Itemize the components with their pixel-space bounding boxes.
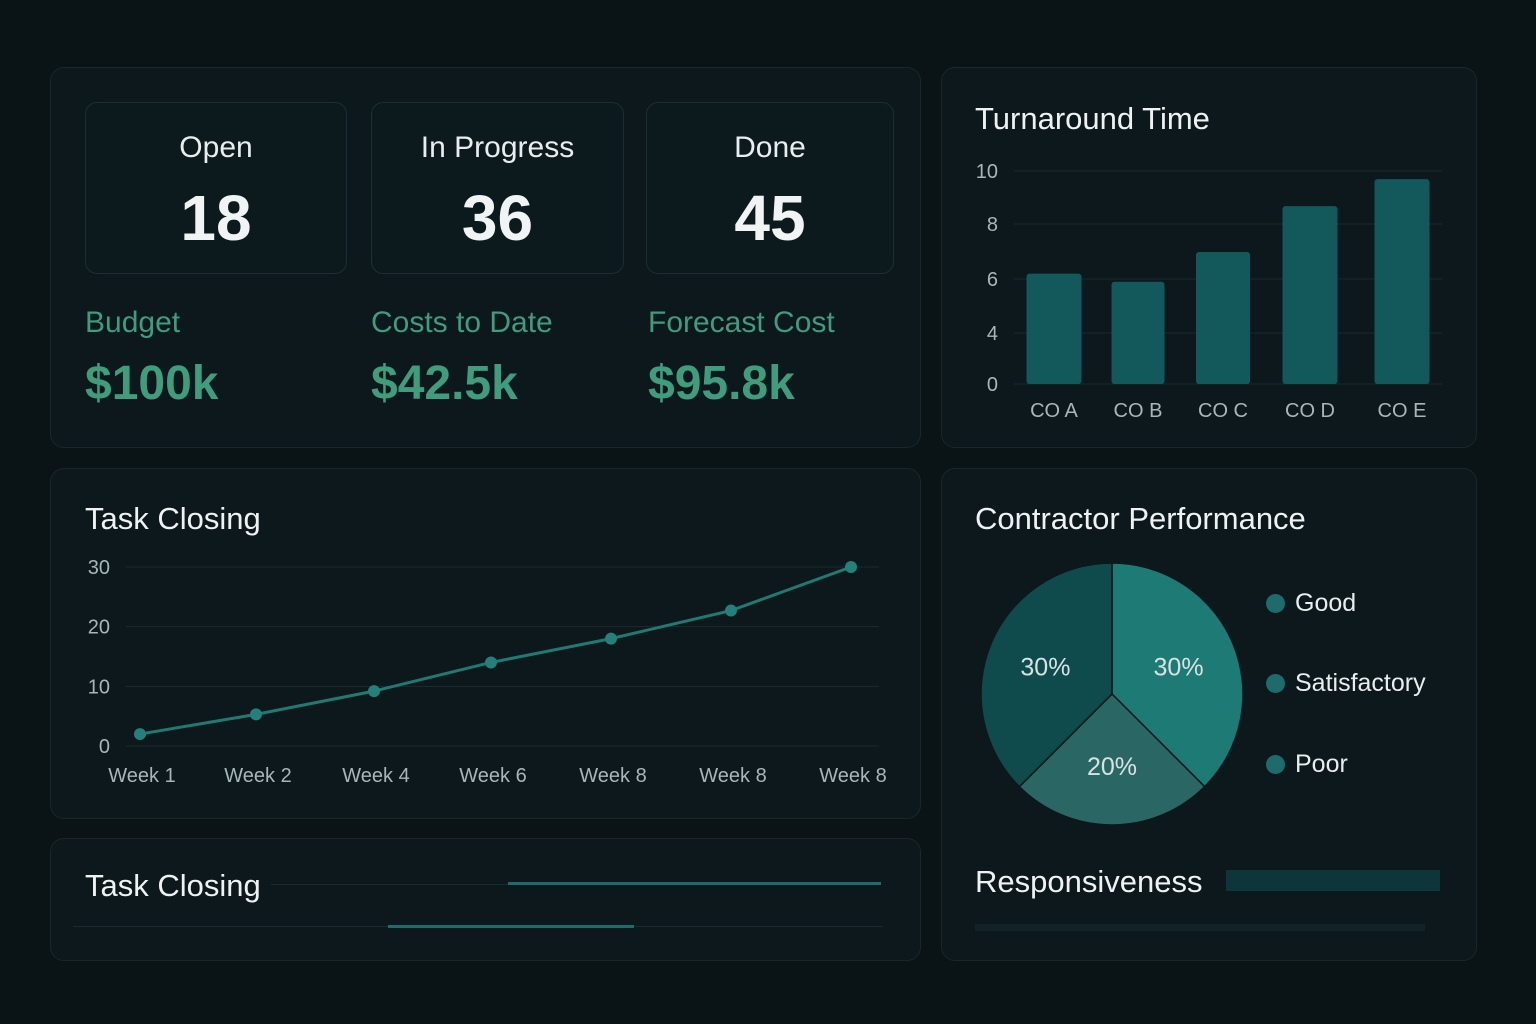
open-label: Open <box>179 131 253 164</box>
bar <box>1111 281 1165 384</box>
open-stat-card[interactable]: Open 18 <box>85 102 347 274</box>
turnaround-panel: Turnaround Time 0 4 6 8 10 CO A CO B CO C CO D CO… <box>941 67 1477 448</box>
x-tick-label: CO A <box>1030 400 1078 422</box>
legend-dot-icon <box>1266 755 1285 774</box>
data-point <box>725 604 737 617</box>
legend-satisfactory-label: Satisfactory <box>1295 669 1426 697</box>
x-tick-label: Week 8 <box>579 765 646 787</box>
x-tick-label: CO B <box>1114 400 1163 422</box>
legend-poor: Poor <box>1266 750 1348 779</box>
legend-satisfactory: Satisfactory <box>1266 669 1426 698</box>
x-tick-label: Week 2 <box>224 765 291 787</box>
data-point <box>845 561 857 573</box>
costs-to-date-value: $42.5k <box>371 357 518 410</box>
data-point <box>250 708 262 721</box>
pie-slice-label: 30% <box>1154 653 1204 681</box>
task-closing-line-chart: 0 10 20 30 Week 1 Week 2 Week 4 Week 6 Week 8 Wee… <box>88 557 887 787</box>
pie-slice <box>980 562 1113 788</box>
forecast-cost-value: $95.8k <box>648 357 795 410</box>
legend-dot-icon <box>1266 674 1285 693</box>
forecast-cost-label: Forecast Cost <box>648 306 835 339</box>
summary-panel: Open 18 In Progress 36 Done 45 Budget $1… <box>50 67 921 448</box>
responsiveness-title: Responsiveness <box>975 864 1203 899</box>
turnaround-title: Turnaround Time <box>975 101 1210 136</box>
task-closing-lower-title: Task Closing <box>85 868 261 903</box>
in-progress-label: In Progress <box>420 131 575 164</box>
x-tick-label: Week 4 <box>342 765 409 787</box>
x-tick-label: Week 8 <box>819 765 886 787</box>
open-value: 18 <box>180 182 252 254</box>
done-value: 45 <box>734 182 806 254</box>
budget-label: Budget <box>85 306 181 339</box>
costs-to-date-label: Costs to Date <box>371 306 553 339</box>
bar <box>1196 252 1250 384</box>
x-tick-label: CO C <box>1198 400 1248 422</box>
x-tick-label: Week 6 <box>459 765 526 787</box>
y-tick-label: 0 <box>99 736 110 758</box>
y-tick-label: 6 <box>987 269 998 291</box>
x-tick-label: CO E <box>1378 400 1427 422</box>
bar <box>1282 206 1338 384</box>
data-point <box>134 728 146 741</box>
legend-poor-label: Poor <box>1295 750 1348 778</box>
data-point <box>605 632 617 645</box>
task-closing-lower-panel: Task Closing <box>50 838 921 961</box>
data-point <box>368 685 380 698</box>
done-label: Done <box>734 131 806 164</box>
task-closing-panel: Task Closing 0 10 20 30 Week 1 Week 2 Week 4 We… <box>50 468 921 819</box>
responsiveness-bar <box>1226 870 1440 891</box>
legend-good-label: Good <box>1295 589 1357 617</box>
bar <box>1374 179 1430 384</box>
y-tick-label: 4 <box>987 323 998 345</box>
data-point <box>485 656 497 669</box>
legend-dot-icon <box>1266 594 1285 613</box>
progress-bar-top <box>508 882 881 885</box>
in-progress-value: 36 <box>461 182 534 254</box>
y-tick-label: 10 <box>88 676 110 698</box>
series-line <box>139 565 852 736</box>
contractor-title: Contractor Performance <box>975 501 1306 536</box>
pie-slice <box>1111 562 1244 788</box>
y-tick-label: 0 <box>987 374 998 396</box>
task-closing-title: Task Closing <box>85 501 261 536</box>
legend-good: Good <box>1266 589 1356 618</box>
bar <box>1026 273 1082 384</box>
budget-value: $100k <box>85 357 219 410</box>
done-stat-card[interactable]: Done 45 <box>646 102 894 274</box>
pie-slice-label: 30% <box>1020 653 1070 681</box>
y-tick-label: 30 <box>88 557 110 579</box>
contractor-pie-chart: 30% 20% 30% <box>980 562 1244 826</box>
turnaround-bar-chart: 0 4 6 8 10 CO A CO B CO C CO D CO E <box>976 161 1442 422</box>
contractor-panel: Contractor Performance 30% 20% 30% Respons… <box>941 468 1477 961</box>
y-tick-label: 20 <box>88 617 110 639</box>
x-tick-label: CO D <box>1285 400 1335 422</box>
x-tick-label: Week 8 <box>699 765 766 787</box>
responsiveness-track <box>975 924 1425 931</box>
y-tick-label: 10 <box>976 161 998 183</box>
pie-slice <box>1018 692 1206 826</box>
in-progress-stat-card[interactable]: In Progress 36 <box>371 102 624 274</box>
progress-bar-bottom <box>388 925 634 928</box>
y-tick-label: 8 <box>987 214 998 236</box>
pie-slice-label: 20% <box>1087 753 1137 781</box>
x-tick-label: Week 1 <box>108 765 175 787</box>
